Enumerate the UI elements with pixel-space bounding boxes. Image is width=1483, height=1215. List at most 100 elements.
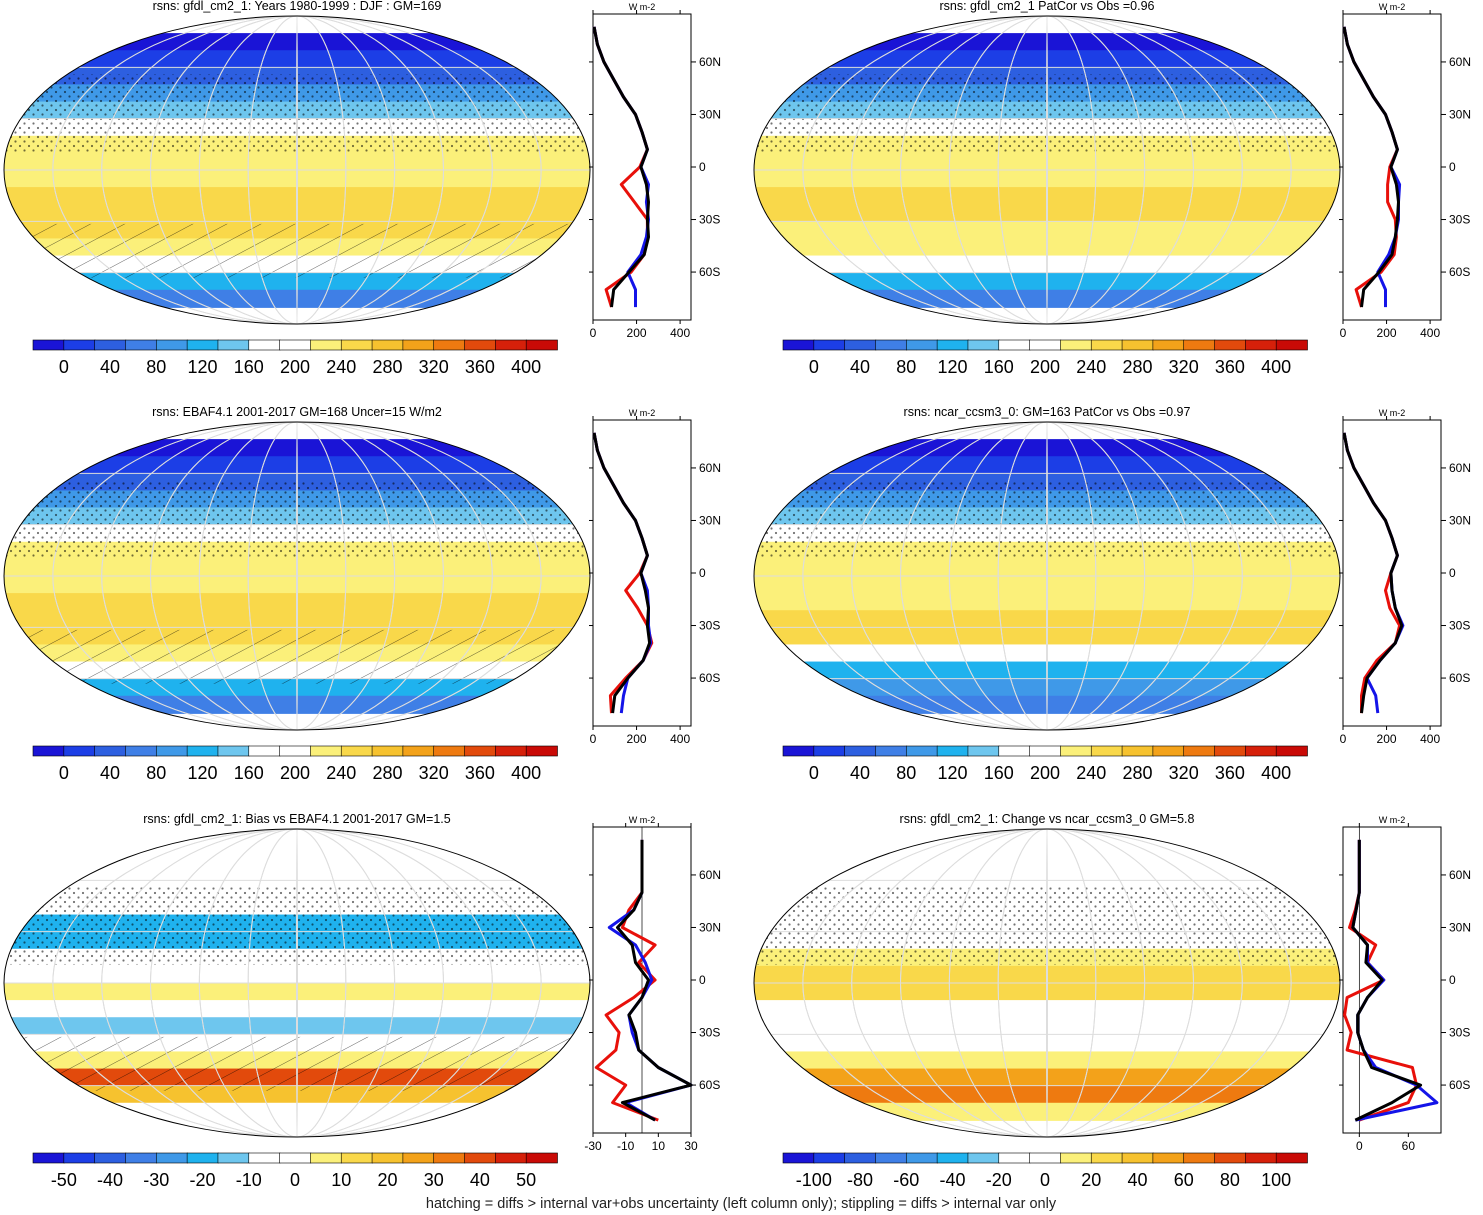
colorbar-label: 200 — [280, 763, 310, 783]
map — [4, 16, 590, 324]
colorbar-label: -50 — [51, 1170, 77, 1190]
panel-2: rsns: gfdl_cm2_1 PatCor vs Obs =0.96 60N 3… — [753, 0, 1471, 377]
colorbar-swatch — [1245, 1152, 1277, 1164]
colorbar-label: -40 — [97, 1170, 123, 1190]
colorbar-swatch — [279, 339, 312, 351]
x-tick-label: -30 — [584, 1139, 602, 1153]
colorbar-label: 80 — [896, 357, 916, 377]
x-tick-label: 60 — [1402, 1139, 1416, 1153]
figure-caption: hatching = diffs > internal var+obs unce… — [426, 1196, 1057, 1212]
colorbar-label: 240 — [326, 763, 356, 783]
colorbar-label: 360 — [465, 763, 495, 783]
lat-tick-label: 60N — [1449, 461, 1471, 475]
colorbar-swatch — [125, 745, 158, 757]
colorbar-swatch — [464, 339, 497, 351]
colorbar-swatch — [844, 745, 877, 757]
colorbar-swatch — [32, 1152, 65, 1164]
colorbar-swatch — [94, 1152, 127, 1164]
colorbar-label: 320 — [1169, 763, 1199, 783]
lat-tick-label: 0 — [699, 973, 706, 987]
profile-series-black — [1342, 26, 1400, 308]
colorbar-swatch — [186, 339, 219, 351]
colorbar-swatch — [1121, 1152, 1154, 1164]
colorbar-swatch — [1183, 1152, 1216, 1164]
colorbar-label: 280 — [372, 763, 402, 783]
colorbar-swatch — [875, 1152, 908, 1164]
graticule-lon — [948, 829, 1146, 1137]
map — [754, 829, 1340, 1137]
lat-tick-label: 30N — [699, 513, 721, 527]
colorbar-swatch — [495, 1152, 527, 1164]
lat-tick-label: 30N — [699, 107, 721, 121]
colorbar-swatch — [1214, 745, 1247, 757]
colorbar-swatch — [844, 1152, 877, 1164]
lat-tick-label: 30N — [1449, 513, 1471, 527]
colorbar-swatch — [1090, 339, 1123, 351]
graticule-lon — [948, 422, 1146, 730]
graticule-lon — [101, 422, 493, 730]
lat-tick-label: 60S — [699, 671, 720, 685]
colorbar-swatch — [525, 339, 558, 351]
colorbar-swatch — [433, 1152, 466, 1164]
map-outline — [3, 828, 591, 1138]
colorbar-swatch — [340, 745, 373, 757]
profile-series-black — [1351, 839, 1423, 1122]
colorbar-swatch — [1214, 1152, 1247, 1164]
colorbar-swatch — [1152, 339, 1185, 351]
graticule-lon — [997, 16, 1097, 324]
colorbar-swatch — [1121, 339, 1154, 351]
panel-title: rsns: gfdl_cm2_1: Change vs ncar_ccsm3_0… — [900, 812, 1195, 826]
colorbar-label: 40 — [850, 763, 870, 783]
colorbar-swatch — [186, 1152, 219, 1164]
colorbar-swatch — [248, 1152, 281, 1164]
colorbar-label: 10 — [331, 1170, 351, 1190]
colorbar-swatch — [1152, 1152, 1185, 1164]
colorbar-swatch — [1275, 1152, 1308, 1164]
map-outline — [3, 15, 591, 325]
colorbar-label: 80 — [146, 763, 166, 783]
panel-6: rsns: gfdl_cm2_1: Change vs ncar_ccsm3_0… — [753, 812, 1471, 1190]
lat-tick-label: 0 — [1449, 566, 1456, 580]
colorbar-label: 80 — [1220, 1170, 1240, 1190]
colorbar-swatch — [1183, 339, 1216, 351]
colorbar-swatch — [217, 1152, 250, 1164]
colorbar-swatch — [998, 1152, 1031, 1164]
lat-tick-label: 60S — [699, 1078, 720, 1092]
x-tick-label: -10 — [617, 1139, 635, 1153]
colorbar-swatch — [371, 1152, 404, 1164]
graticule-lon — [1046, 16, 1048, 324]
colorbar-swatch — [63, 1152, 96, 1164]
colorbar-swatch — [844, 339, 877, 351]
colorbar-label: 30 — [424, 1170, 444, 1190]
lat-tick-label: 60S — [1449, 1078, 1470, 1092]
colorbar-swatch — [155, 745, 188, 757]
profile-unit: W m-2 — [629, 408, 656, 418]
colorbar-swatch — [813, 339, 846, 351]
lat-tick-label: 30N — [699, 920, 721, 934]
graticule-lon — [851, 16, 1243, 324]
colorbar-label: 280 — [1122, 357, 1152, 377]
colorbar-swatch — [155, 339, 188, 351]
x-tick-label: 200 — [627, 326, 647, 340]
colorbar-swatch — [279, 1152, 312, 1164]
graticule-lon — [948, 16, 1146, 324]
colorbar-swatch — [1275, 745, 1308, 757]
colorbar-swatch — [1121, 745, 1154, 757]
colorbar-swatch — [782, 339, 815, 351]
colorbar-label: 0 — [290, 1170, 300, 1190]
colorbar-label: 320 — [1169, 357, 1199, 377]
colorbar-label: 200 — [280, 357, 310, 377]
colorbar-label: 20 — [377, 1170, 397, 1190]
colorbar-label: -30 — [143, 1170, 169, 1190]
profile-unit: W m-2 — [629, 815, 656, 825]
colorbar-swatch — [125, 1152, 158, 1164]
colorbar-swatch — [125, 339, 158, 351]
graticule-lon — [900, 16, 1194, 324]
colorbar-swatch — [217, 745, 250, 757]
colorbar-label: 400 — [1261, 763, 1291, 783]
colorbar-swatch — [310, 1152, 343, 1164]
graticule-lon — [247, 16, 347, 324]
colorbar-swatch — [94, 339, 127, 351]
profile-series-black — [592, 26, 650, 308]
colorbar-label: -20 — [190, 1170, 216, 1190]
